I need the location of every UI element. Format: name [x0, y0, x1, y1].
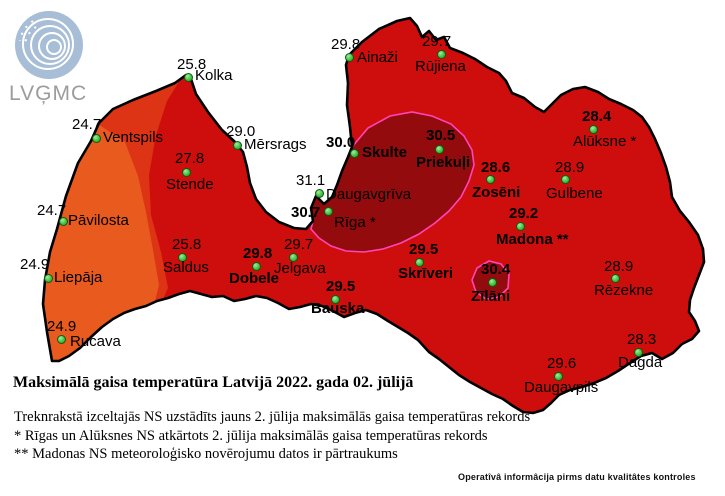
station-name: Stende — [166, 176, 214, 193]
station-name: Liepāja — [54, 269, 103, 286]
station-dot — [43, 273, 53, 283]
station-name: Skulte — [362, 144, 408, 161]
station-value: 25.8 — [172, 236, 202, 253]
station-dot — [349, 148, 359, 158]
station-name: Ainaži — [357, 49, 398, 66]
station-name: Dagda — [618, 354, 663, 371]
station-dot — [610, 273, 620, 283]
map-title: Maksimālā gaisa temperatūra Latvijā 2022… — [13, 374, 414, 391]
station-name: Gulbene — [546, 185, 603, 202]
station-dot — [330, 294, 340, 304]
station-value: 28.3 — [627, 331, 657, 348]
station-dot — [181, 167, 191, 177]
station-name: Daugavgrīva — [326, 186, 412, 203]
station-name: Rūjiena — [415, 58, 466, 75]
station-name: Zosēni — [472, 184, 521, 201]
station-dot — [232, 140, 242, 150]
station-dot — [288, 252, 298, 262]
station-value: 24.7 — [37, 202, 67, 219]
station-dot — [56, 334, 66, 344]
station-value: 27.8 — [175, 150, 205, 167]
station-name: Zīlāni — [471, 288, 511, 305]
station-value: 24.9 — [20, 256, 50, 273]
lvgmc-logo-icon — [15, 11, 83, 79]
station-name: Pāvilosta — [68, 212, 129, 229]
station-dot — [91, 133, 101, 143]
station-value: 30.5 — [426, 127, 456, 144]
station-dot — [487, 277, 497, 287]
lvgmc-wordmark: LVĢMC — [9, 82, 88, 105]
station-value: 28.6 — [481, 159, 511, 176]
footnote-new-records: Treknrakstā izceltajās NS uzstādīts jaun… — [14, 409, 531, 425]
station-value: 31.1 — [296, 172, 326, 189]
station-dot — [560, 174, 570, 184]
station-name: Kolka — [195, 67, 233, 84]
station-value: 30.4 — [481, 261, 511, 278]
station-dot — [177, 252, 187, 262]
station-value: 30.7 — [291, 204, 321, 221]
lvgmc-logo — [12, 8, 108, 110]
station-name: Skrīveri — [398, 265, 454, 282]
station-name: Rēzekne — [594, 282, 654, 299]
station-value: 29.2 — [509, 205, 539, 222]
station-name: Ventspils — [103, 129, 164, 146]
station-value: 29.8 — [243, 245, 273, 262]
station-dot — [414, 257, 424, 267]
station-name: Alūksne * — [573, 133, 637, 150]
station-name: Dobele — [229, 270, 280, 287]
station-name: Rucava — [70, 333, 121, 350]
station-name: Mērsrags — [244, 136, 307, 153]
station-dot — [485, 174, 495, 184]
country-outline — [41, 16, 706, 415]
disclaimer-note: Operatîvâ informâcija pirms datu kvalitâ… — [458, 472, 696, 482]
station-dot — [436, 49, 446, 59]
station-dot — [183, 72, 193, 82]
station-dot — [553, 371, 563, 381]
station-name: Madona ** — [496, 231, 569, 248]
station-value: 29.7 — [422, 33, 452, 50]
station-dot — [588, 124, 598, 134]
station-dot — [633, 347, 643, 357]
station-value: 28.9 — [555, 159, 585, 176]
station-value: 29.7 — [284, 236, 314, 253]
footnote-madona-gap: ** Madonas NS meteoroloģisko novērojumu … — [14, 446, 398, 462]
footnote-tied-records: * Rīgas un Alūksnes NS atkārtots 2. jūli… — [14, 428, 488, 444]
station-value: 24.9 — [47, 318, 77, 335]
station-dot — [434, 144, 444, 154]
station-value: 29.5 — [409, 241, 439, 258]
station-dot — [515, 221, 525, 231]
station-dot — [314, 188, 324, 198]
station-dot — [251, 261, 261, 271]
station-value: 25.8 — [177, 56, 207, 73]
station-dot — [344, 52, 354, 62]
station-name: Saldus — [163, 259, 209, 276]
station-value: 24.7 — [72, 116, 102, 133]
station-name: Jelgava — [274, 260, 326, 277]
station-dot — [323, 206, 333, 216]
station-name: Bauska — [311, 300, 365, 317]
station-value: 28.9 — [604, 258, 634, 275]
station-name: Rīga * — [334, 214, 376, 231]
station-value: 29.0 — [226, 123, 256, 140]
station-value: 28.4 — [582, 108, 612, 125]
station-name: Daugavpils — [524, 379, 599, 396]
station-dot — [58, 216, 68, 226]
station-value: 30.0 — [326, 134, 356, 151]
station-value: 29.6 — [547, 355, 577, 372]
station-value: 29.8 — [331, 36, 361, 53]
station-value: 29.5 — [326, 278, 356, 295]
station-name: Priekuļi — [416, 154, 471, 171]
